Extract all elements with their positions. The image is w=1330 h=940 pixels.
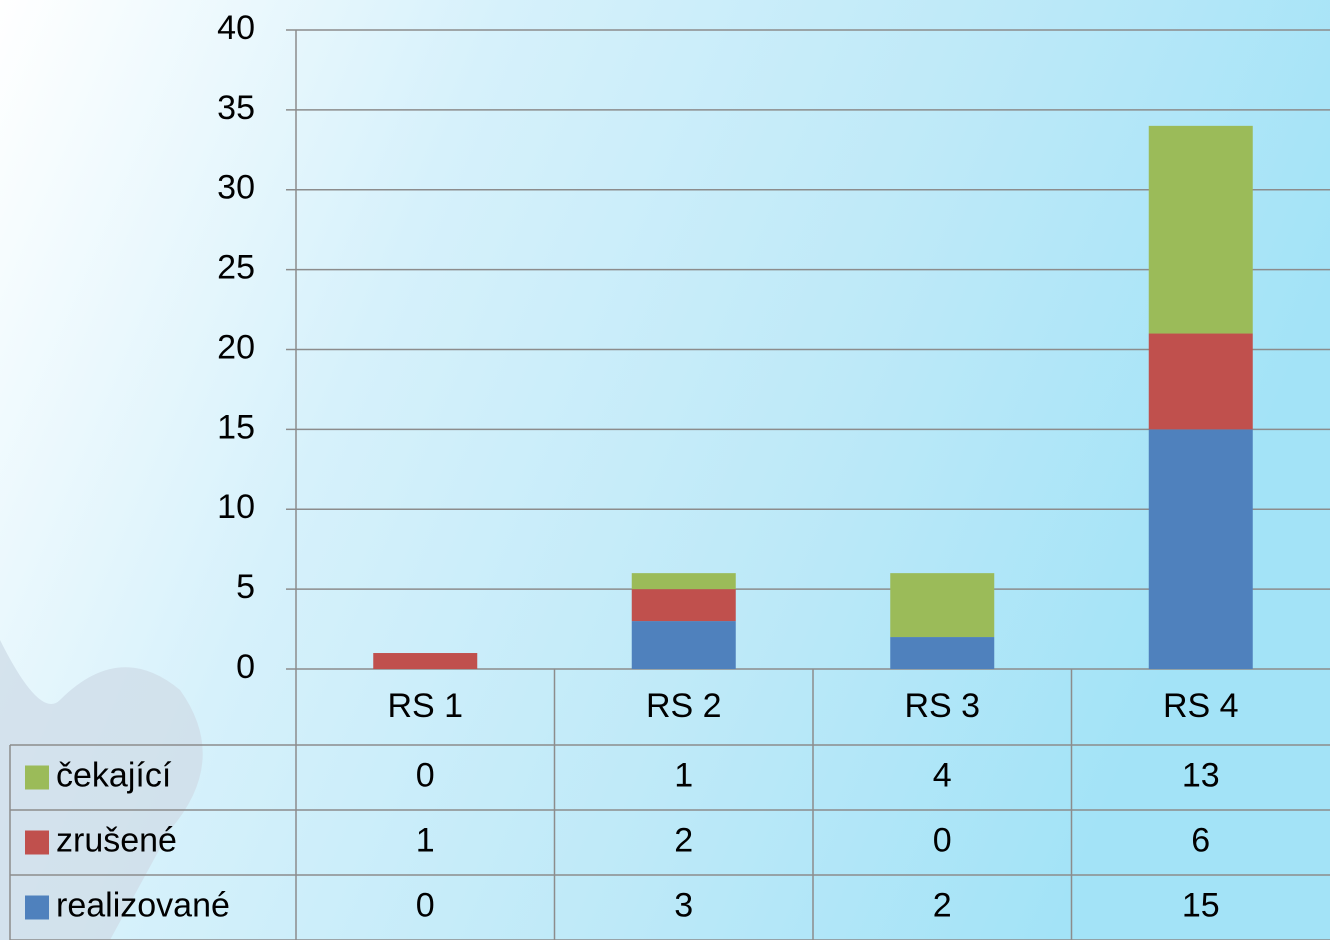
y-tick-label: 20 [217, 328, 255, 366]
y-tick-label: 35 [217, 89, 255, 127]
table-value: 13 [1182, 756, 1220, 794]
bar-segment [631, 573, 736, 590]
x-tick-label: RS 3 [904, 687, 980, 725]
y-tick-label: 30 [217, 169, 255, 207]
table-value: 15 [1182, 886, 1220, 924]
table-value: 3 [674, 886, 693, 924]
bar-segment [631, 589, 736, 622]
table-value: 0 [416, 886, 435, 924]
legend-swatch [25, 765, 49, 790]
y-tick-label: 5 [236, 568, 255, 606]
y-tick-label: 10 [217, 488, 255, 526]
table-value: 0 [416, 756, 435, 794]
y-tick-label: 15 [217, 408, 255, 446]
bar-segment [373, 653, 478, 669]
decoration [0, 640, 203, 940]
table-value: 2 [933, 886, 952, 924]
legend-swatch [25, 895, 49, 920]
bar-segment [1148, 429, 1253, 669]
table-value: 4 [933, 756, 952, 794]
bar-segment [1148, 333, 1253, 430]
y-tick-label: 0 [236, 648, 255, 686]
bar-segment [890, 573, 995, 638]
bar-segment [631, 621, 736, 669]
legend-label: čekající [56, 756, 172, 794]
legend-label: zrušené [56, 821, 177, 859]
bar-segment [1148, 125, 1253, 334]
table-value: 6 [1191, 821, 1210, 859]
table-value: 1 [416, 821, 435, 859]
y-tick-label: 25 [217, 249, 255, 287]
legend-label: realizované [56, 886, 230, 924]
table-value: 2 [674, 821, 693, 859]
legend-swatch [25, 830, 49, 855]
table-value: 1 [674, 756, 693, 794]
x-tick-label: RS 1 [387, 687, 463, 725]
table-value: 0 [933, 821, 952, 859]
y-tick-label: 40 [217, 9, 255, 47]
x-tick-label: RS 2 [646, 687, 722, 725]
x-tick-label: RS 4 [1163, 687, 1239, 725]
bar-segment [890, 637, 995, 669]
